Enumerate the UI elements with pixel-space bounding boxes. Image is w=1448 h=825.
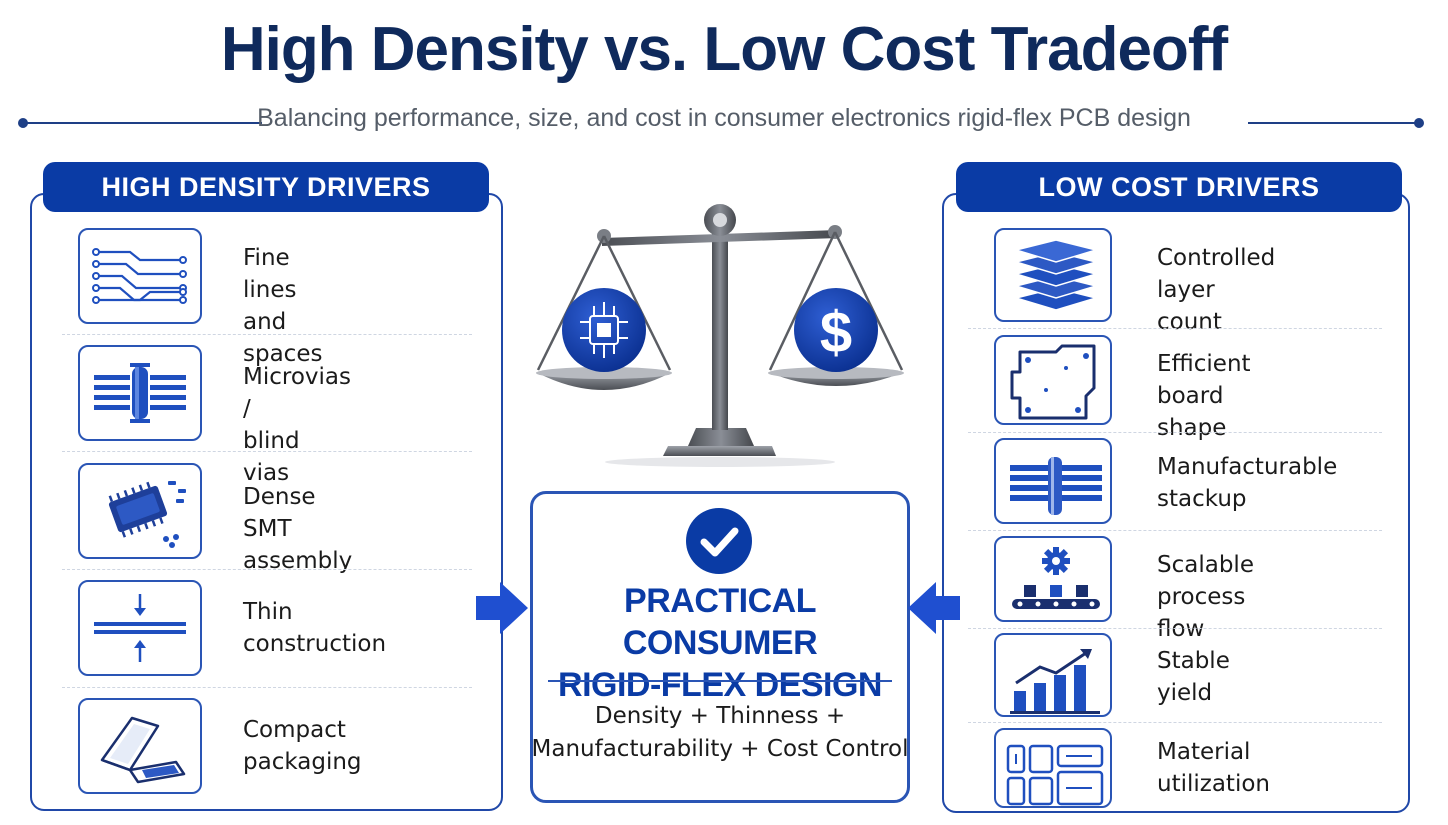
label-line1: Material: [1157, 739, 1251, 765]
microvia-icon: [78, 345, 202, 441]
divider: [62, 451, 472, 452]
low-cost-heading: LOW COST DRIVERS: [956, 162, 1402, 212]
divider: [968, 432, 1382, 433]
arrow-left-icon: [908, 582, 960, 634]
left-item-label: Compact packaging: [243, 714, 362, 778]
label-line1: Controlled: [1157, 245, 1276, 271]
right-item-label: Manufacturable stackup: [1157, 451, 1337, 515]
label-line1: Microvias /: [243, 364, 351, 422]
label-line1: Stable: [1157, 648, 1230, 674]
fine-lines-icon: [78, 228, 202, 324]
subtitle-row: Balancing performance, size, and cost in…: [0, 98, 1448, 138]
conclusion-title-line1: PRACTICAL CONSUMER: [622, 582, 818, 662]
right-item-label: Stable yield: [1157, 645, 1230, 709]
label-line2: yield: [1157, 680, 1213, 706]
right-item-label: Material utilization: [1157, 736, 1270, 800]
page-title: High Density vs. Low Cost Tradeoff: [220, 15, 1228, 84]
thin-layers-icon: [78, 580, 202, 676]
layer-stack-icon: [994, 228, 1112, 322]
divider: [968, 628, 1382, 629]
divider: [62, 334, 472, 335]
label-line2: blind vias: [243, 428, 300, 486]
dollar-icon: $: [820, 300, 852, 365]
conclusion-divider: [548, 680, 892, 682]
divider: [968, 530, 1382, 531]
conclusion-text-line2: Manufacturability + Cost Control: [531, 736, 909, 762]
page-subtitle: Balancing performance, size, and cost in…: [257, 104, 1191, 132]
label-line2: process flow: [1157, 584, 1246, 642]
conclusion-title-line2: RIGID-FLEX DESIGN: [558, 666, 882, 704]
bar-chart-icon: [994, 633, 1112, 717]
divider: [62, 687, 472, 688]
label-line2: construction: [243, 631, 387, 657]
label-line2: utilization: [1157, 771, 1270, 797]
arrow-right-icon: [476, 582, 528, 634]
board-outline-icon: [994, 335, 1112, 425]
foldable-device-icon: [78, 698, 202, 794]
divider: [62, 569, 472, 570]
balance-scale-icon: $: [536, 204, 904, 467]
rule-right: [1248, 122, 1418, 124]
left-item-label: Dense SMT assembly: [243, 481, 352, 577]
conclusion-text: Density + Thinness + Manufacturability +…: [530, 700, 910, 766]
label-line1: Efficient: [1157, 351, 1251, 377]
panel-utilization-icon: [994, 728, 1112, 808]
high-density-heading: HIGH DENSITY DRIVERS: [43, 162, 489, 212]
divider: [968, 328, 1382, 329]
label-line2: assembly: [243, 548, 353, 574]
processor-icon: [580, 302, 628, 358]
label-line2: and spaces: [243, 309, 323, 367]
right-item-label: Controlled layer count: [1157, 242, 1275, 338]
right-item-label: Efficient board shape: [1157, 348, 1251, 444]
label-line2: stackup: [1157, 486, 1247, 512]
label-line2: packaging: [243, 749, 362, 775]
left-item-label: Thin construction: [243, 596, 386, 660]
label-line1: Manufacturable: [1157, 454, 1338, 480]
divider: [968, 722, 1382, 723]
rule-left: [22, 122, 262, 124]
conclusion-title: PRACTICAL CONSUMER RIGID-FLEX DESIGN: [530, 580, 910, 706]
left-item-label: Microvias / blind vias: [243, 361, 351, 489]
label-line1: Scalable: [1157, 552, 1254, 578]
chip-icon: [78, 463, 202, 559]
label-line2: board shape: [1157, 383, 1227, 441]
label-line1: Dense SMT: [243, 484, 316, 542]
conclusion-text-line1: Density + Thinness +: [594, 703, 846, 729]
label-line1: Fine lines: [243, 245, 297, 303]
label-line1: Compact: [243, 717, 346, 743]
check-circle-icon: [686, 508, 752, 574]
conveyor-gear-icon: [994, 536, 1112, 622]
label-line2: layer count: [1157, 277, 1222, 335]
left-item-label: Fine lines and spaces: [243, 242, 322, 370]
right-item-label: Scalable process flow: [1157, 549, 1254, 645]
label-line1: Thin: [243, 599, 293, 625]
stackup-icon: [994, 438, 1112, 524]
rule-dot-right: [1414, 118, 1424, 128]
